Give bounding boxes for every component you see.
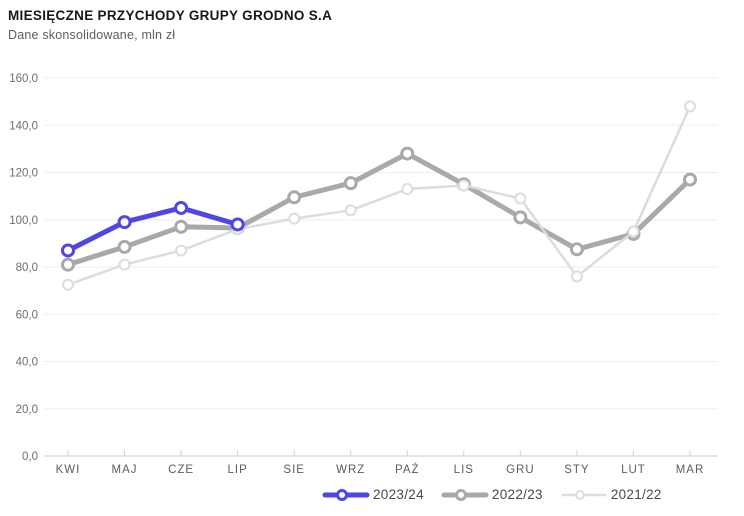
chart-subtitle: Dane skonsolidowane, mln zł — [8, 28, 176, 42]
legend-label: 2021/22 — [610, 487, 662, 502]
month-label: SIE — [283, 464, 305, 476]
data-point-2022-23-MAJ — [117, 239, 132, 254]
month-label: MAR — [676, 464, 705, 476]
data-point-2021-22-LUT — [627, 225, 640, 238]
data-point-2021-22-CZE — [175, 244, 188, 257]
month-label: LUT — [621, 464, 646, 476]
data-point-2023-24-CZE — [174, 200, 189, 215]
legend-item-2021-22[interactable]: 2021/22 — [560, 487, 662, 502]
month-label: MAJ — [112, 464, 138, 476]
data-point-2022-23-KWI — [61, 257, 75, 272]
y-axis-label: 100,0 — [9, 215, 38, 227]
data-point-2022-23-MAR — [683, 172, 698, 187]
y-axis-label: 0,0 — [22, 451, 38, 463]
month-label: KWI — [56, 464, 81, 476]
legend-marker-icon — [441, 488, 489, 501]
data-point-2021-22-KWI — [62, 278, 74, 291]
month-label: LIS — [454, 464, 474, 476]
legend-item-2023-24[interactable]: 2023/24 — [322, 487, 424, 502]
series-line-2022-23 — [65, 151, 693, 268]
y-axis-label: 80,0 — [16, 262, 38, 274]
month-label: LIP — [228, 464, 248, 476]
legend-marker-icon — [561, 489, 607, 500]
y-axis-label: 60,0 — [16, 309, 38, 321]
legend-marker-icon — [322, 488, 370, 501]
month-label: WRZ — [336, 464, 365, 476]
series-line-2023-24 — [65, 205, 241, 253]
legend-item-2022-23[interactable]: 2022/23 — [441, 487, 543, 502]
y-axis-label: 120,0 — [9, 168, 38, 180]
y-axis-label: 20,0 — [16, 404, 38, 416]
month-label: CZE — [168, 464, 194, 476]
data-point-2021-22-MAJ — [118, 258, 131, 271]
data-point-2022-23-STY — [569, 242, 584, 257]
y-axis-label: 160,0 — [9, 73, 38, 85]
data-point-2022-23-GRU — [513, 210, 528, 225]
data-point-2022-23-SIE — [287, 190, 302, 205]
data-point-2023-24-LIP — [230, 217, 245, 232]
month-label: PAŹ — [395, 463, 420, 476]
data-point-2021-22-GRU — [514, 192, 527, 205]
legend-label: 2022/23 — [491, 487, 543, 502]
data-point-2021-22-LIS — [457, 179, 470, 192]
month-label: STY — [564, 464, 589, 476]
y-axis-label: 40,0 — [16, 357, 38, 369]
chart-header: MIESIĘCZNE PRZYCHODY GRUPY GRODNO S.A Da… — [8, 8, 332, 42]
data-point-2022-23-CZE — [174, 219, 189, 234]
y-axis-label: 140,0 — [9, 120, 38, 132]
data-point-2022-23-PAŹ — [400, 146, 415, 161]
data-point-2021-22-MAR — [684, 100, 697, 113]
month-label: GRU — [506, 464, 535, 476]
data-point-2021-22-SIE — [288, 212, 301, 225]
data-point-2023-24-KWI — [61, 243, 75, 258]
data-point-2021-22-WRZ — [344, 204, 357, 217]
chart-title: MIESIĘCZNE PRZYCHODY GRUPY GRODNO S.A — [8, 8, 333, 23]
data-point-2021-22-PAŹ — [401, 183, 414, 196]
data-point-2022-23-WRZ — [343, 176, 358, 191]
chart-legend: 2023/24 2022/23 2021/22 — [322, 487, 662, 502]
data-point-2021-22-STY — [570, 270, 583, 283]
data-point-2023-24-MAJ — [117, 215, 132, 230]
series-line-2021-22 — [66, 105, 692, 286]
legend-label: 2023/24 — [373, 487, 424, 502]
